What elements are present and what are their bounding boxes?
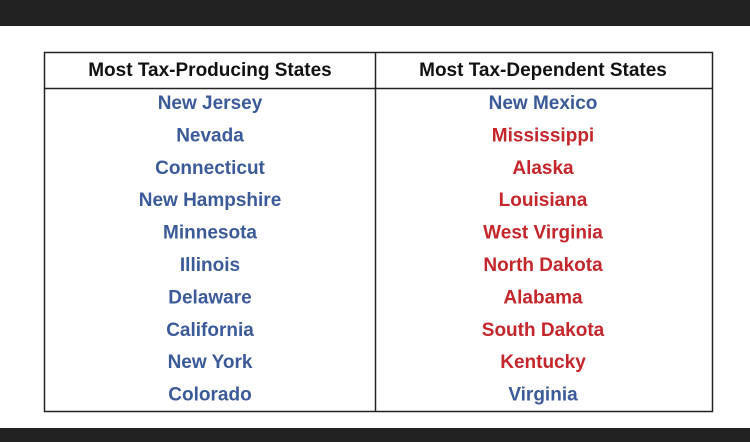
state-name: Mississippi — [492, 125, 594, 146]
state-name: West Virginia — [483, 223, 603, 244]
table-border — [43, 51, 714, 413]
state-name: Illinois — [180, 255, 240, 276]
state-name: South Dakota — [482, 320, 605, 341]
bottom-bar — [0, 428, 750, 442]
state-name: Connecticut — [155, 158, 265, 179]
column-header: Most Tax-Producing States — [88, 60, 332, 81]
top-bar — [0, 0, 750, 26]
state-name: New Mexico — [489, 93, 598, 114]
state-name: Virginia — [508, 385, 578, 406]
column-header: Most Tax-Dependent States — [419, 60, 667, 81]
state-name: Kentucky — [500, 352, 586, 373]
state-name: Louisiana — [499, 190, 588, 211]
state-name: New Jersey — [158, 93, 263, 114]
state-name: Minnesota — [163, 223, 257, 244]
state-name: California — [166, 320, 254, 341]
state-name: Alabama — [503, 287, 583, 308]
state-name: Colorado — [168, 385, 251, 406]
state-name: New Hampshire — [139, 190, 282, 211]
table: Most Tax-Producing States New Jersey Nevad… — [43, 51, 714, 413]
state-name: Delaware — [168, 287, 251, 308]
state-name: Nevada — [176, 125, 244, 146]
state-name: Alaska — [512, 158, 574, 179]
state-name: New York — [168, 352, 253, 373]
state-name: North Dakota — [483, 255, 603, 276]
